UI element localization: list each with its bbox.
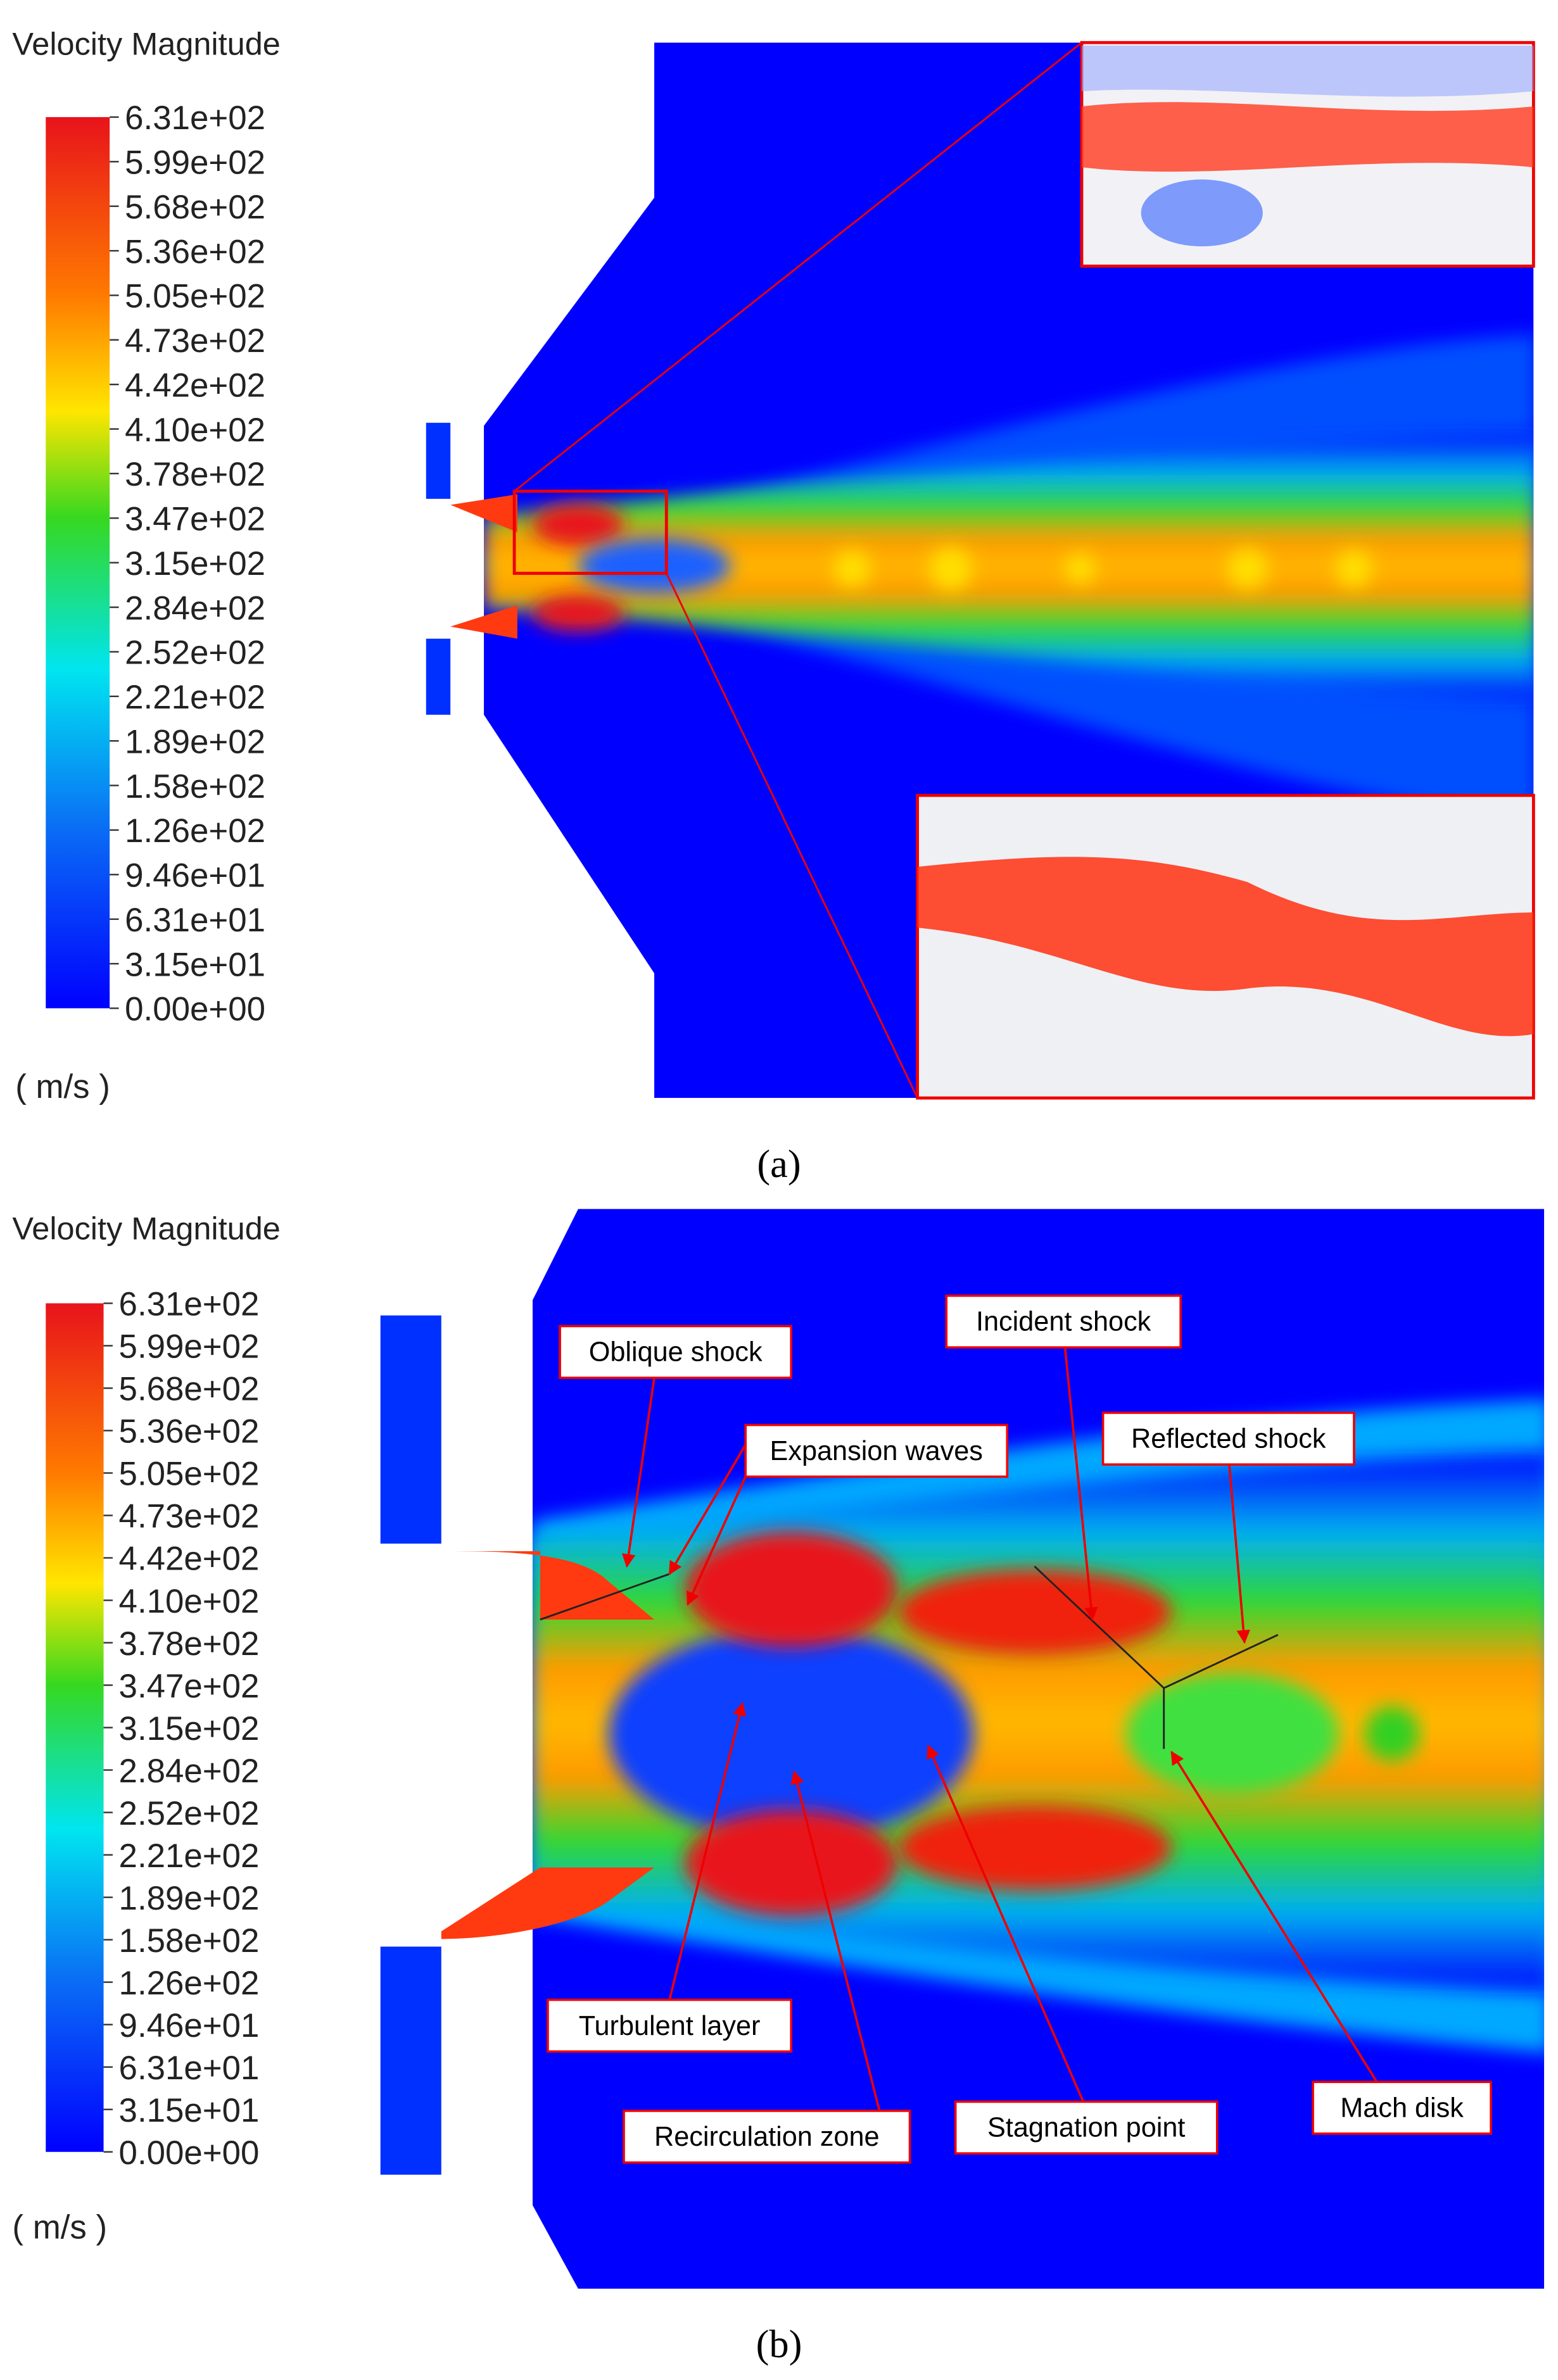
caption: (b) — [756, 2322, 802, 2366]
arrow — [1170, 1751, 1378, 2083]
tick-label: 5.68e+02 — [119, 1371, 260, 1408]
tick-label: 5.99e+02 — [119, 1328, 260, 1366]
tick-label: 2.84e+02 — [119, 1753, 260, 1790]
tick-label: 2.52e+02 — [125, 634, 265, 672]
tick-label: 2.21e+02 — [125, 679, 265, 716]
tick-label: 6.31e+01 — [125, 902, 265, 939]
arrow — [1228, 1464, 1251, 1644]
tick-label: 6.31e+02 — [119, 1286, 260, 1323]
tick-label: 1.89e+02 — [119, 1880, 260, 1917]
tick-label: 1.26e+02 — [119, 1965, 260, 2002]
tick-label: 5.36e+02 — [119, 1413, 260, 1451]
annotation: Incident shock — [976, 1307, 1151, 1337]
tick-label: 2.52e+02 — [119, 1795, 260, 1832]
tick-label: 5.36e+02 — [125, 233, 265, 270]
tick-label: 5.99e+02 — [125, 144, 265, 182]
tick-label: 1.26e+02 — [125, 812, 265, 850]
tick-label: 4.42e+02 — [119, 1540, 260, 1578]
annotation-box — [623, 2110, 911, 2164]
tick-label: 1.58e+02 — [119, 1922, 260, 1960]
annotation: Reflected shock — [1131, 1424, 1326, 1454]
tick-label: 0.00e+00 — [119, 2134, 260, 2172]
unit: ( m/s ) — [12, 2209, 107, 2246]
tick-label: 3.15e+02 — [119, 1710, 260, 1747]
caption: (a) — [757, 1142, 801, 1186]
panel-a: 6.31e+02 5.99e+02 5.68e+02 5.36e+02 5.05e+02… — [12, 25, 1535, 1186]
unit: ( m/s ) — [15, 1068, 110, 1105]
tick-label: 3.15e+02 — [125, 545, 265, 582]
annotation: Recirculation zone — [654, 2122, 880, 2152]
tick-label: 3.78e+02 — [119, 1625, 260, 1663]
tick-label: 2.84e+02 — [125, 589, 265, 627]
colorbar-title: Velocity Magnitude — [12, 1211, 280, 1247]
tick-label: 9.46e+01 — [125, 857, 265, 895]
annotation-box — [1101, 1411, 1355, 1466]
tick-label: 6.31e+02 — [125, 99, 265, 137]
arrow — [927, 1744, 1085, 2103]
annotation: Expansion waves — [770, 1436, 983, 1466]
tick-label: 4.73e+02 — [125, 322, 265, 360]
tick-label: 5.05e+02 — [119, 1456, 260, 1493]
colorbar-title: Velocity Magnitude — [12, 25, 280, 61]
arrow — [668, 1444, 747, 1575]
arrow — [621, 1377, 656, 1568]
arrow — [687, 1459, 754, 1606]
tick-label: 4.42e+02 — [125, 367, 265, 404]
tick-label: 3.47e+02 — [119, 1668, 260, 1705]
annotation: Oblique shock — [589, 1337, 763, 1368]
panel-b: 6.31e+02 5.99e+02 5.68e+02 5.36e+02 5.05e+02… — [12, 1209, 1545, 2366]
tick-label: 1.58e+02 — [125, 768, 265, 805]
tick-label: 5.05e+02 — [125, 278, 265, 315]
annotation: Stagnation point — [987, 2113, 1185, 2143]
tick-label: 4.10e+02 — [125, 412, 265, 449]
annotation: Turbulent layer — [579, 2011, 761, 2041]
annotation-box — [1312, 2081, 1492, 2135]
tick-label: 2.21e+02 — [119, 1837, 260, 1875]
tick-label: 4.73e+02 — [119, 1498, 260, 1535]
tick-label: 9.46e+01 — [119, 2007, 260, 2044]
tick-label: 4.10e+02 — [119, 1583, 260, 1620]
annotation-box — [559, 1325, 793, 1379]
colorbar — [46, 116, 110, 1009]
colorbar — [46, 1303, 104, 2152]
tick-label: 3.15e+01 — [125, 946, 265, 983]
annotation-box — [954, 2100, 1219, 2155]
tick-label: 3.78e+02 — [125, 456, 265, 493]
arrow — [668, 1702, 747, 2000]
tick-label: 5.68e+02 — [125, 189, 265, 226]
arrow — [1063, 1347, 1098, 1621]
annotation: Mach disk — [1340, 2093, 1464, 2123]
tick-label: 1.89e+02 — [125, 723, 265, 760]
tick-label: 0.00e+00 — [125, 991, 265, 1028]
tick-label: 6.31e+01 — [119, 2049, 260, 2087]
annotation-box — [744, 1423, 1009, 1478]
annotation-box — [945, 1294, 1182, 1349]
arrow — [790, 1770, 881, 2112]
tick-label: 3.47e+02 — [125, 501, 265, 538]
tick-label: 3.15e+01 — [119, 2092, 260, 2129]
annotation-box — [547, 1998, 793, 2053]
